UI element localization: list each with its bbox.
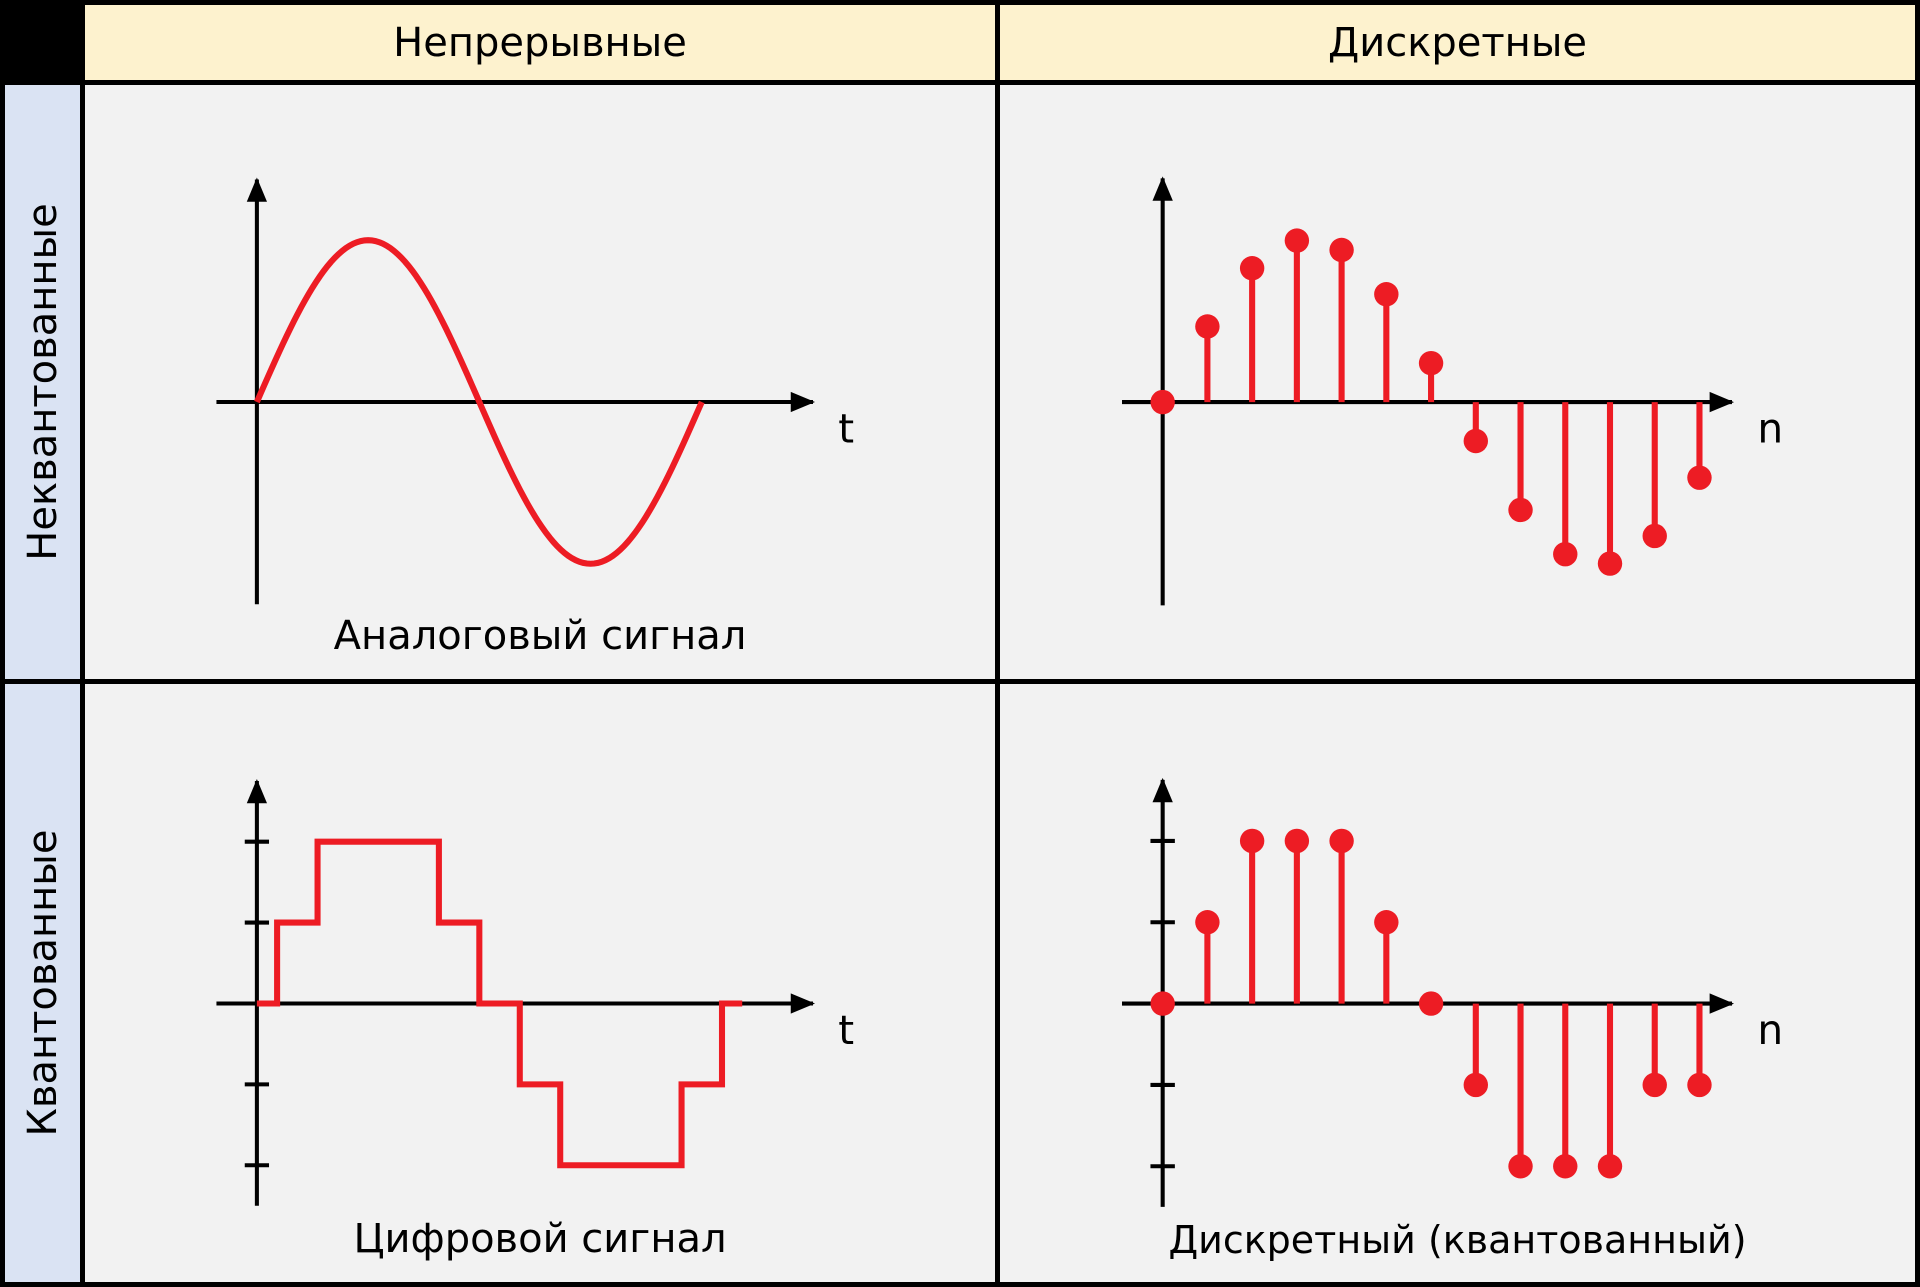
cell-digital: t Цифровой сигнал xyxy=(85,684,1000,1283)
plot-discrete-quant: n xyxy=(1000,684,1915,1283)
svg-text:t: t xyxy=(838,404,854,452)
cell-discrete-quant: n Дискретный (квантованный) xyxy=(1000,684,1915,1283)
signal-table: Непрерывные Дискретные Неквантованные t … xyxy=(0,0,1920,1287)
row-header-label: Квантованные xyxy=(20,829,66,1136)
col-header-label: Непрерывные xyxy=(393,20,687,66)
caption-discrete-quant: Дискретный (квантованный) xyxy=(1000,1218,1915,1262)
cell-analog: t Аналоговый сигнал xyxy=(85,85,1000,684)
row-header-unquantized: Неквантованные xyxy=(5,85,85,684)
col-header-continuous: Непрерывные xyxy=(85,5,1000,85)
svg-text:n: n xyxy=(1757,405,1783,453)
col-header-label: Дискретные xyxy=(1328,20,1587,66)
plot-discrete-unquant: n xyxy=(1000,85,1915,679)
col-header-discrete: Дискретные xyxy=(1000,5,1915,85)
caption-analog: Аналоговый сигнал xyxy=(85,613,995,659)
plot-analog: t xyxy=(85,85,995,679)
svg-text:t: t xyxy=(838,1005,854,1053)
svg-text:n: n xyxy=(1757,1006,1783,1054)
plot-digital: t xyxy=(85,684,995,1283)
caption-digital: Цифровой сигнал xyxy=(85,1216,995,1262)
row-header-quantized: Квантованные xyxy=(5,684,85,1283)
cell-discrete-unquant: n xyxy=(1000,85,1915,684)
row-header-label: Неквантованные xyxy=(20,203,66,560)
corner-cell xyxy=(5,5,85,85)
